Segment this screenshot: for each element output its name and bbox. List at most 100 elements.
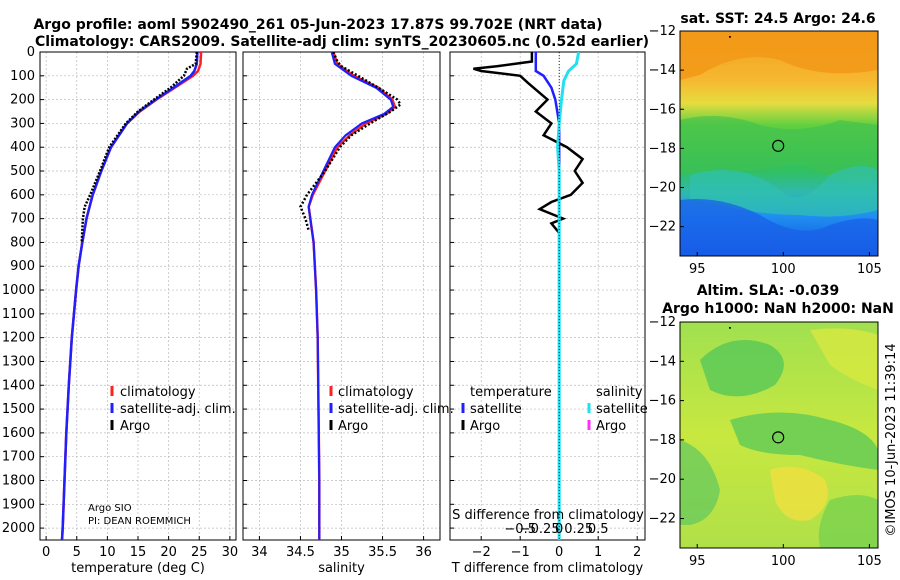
map-x-tick-label: 100: [771, 262, 796, 277]
x-tick-label: 5: [73, 545, 81, 560]
diff-xlabel-top: S difference from climatology: [452, 508, 644, 523]
sla-green-patch-4: [818, 495, 878, 548]
map-y-tick-label: −20: [649, 472, 676, 487]
map-dot-marker: [728, 35, 731, 38]
credit-text: ©IMOS 10-Jun-2023 11:39:14: [884, 343, 899, 536]
sal-legend-label: climatology: [338, 385, 414, 400]
map-frame: [679, 321, 879, 549]
sla-map: Altim. SLA: -0.039 Argo h1000: NaN h2000…: [649, 283, 894, 569]
y-tick-label: 100: [10, 69, 35, 84]
title-line-2: Climatology: CARS2009. Satellite-adj cli…: [35, 34, 649, 50]
y-tick-label: 600: [10, 188, 35, 203]
x-tick-label: 10: [99, 545, 116, 560]
y-tick-label: 200: [10, 93, 35, 108]
x-tick-label: 1: [594, 545, 602, 560]
x-tick-label: 2: [633, 545, 641, 560]
y-tick-label: 1200: [2, 331, 35, 346]
sst-cool-patch: [680, 116, 878, 183]
sst-cyan-patch: [690, 166, 878, 217]
y-tick-label: 0: [27, 45, 35, 60]
sst-map: sat. SST: 24.5 Argo: 24.6 95 100 105 −12 −14…: [649, 11, 882, 277]
x-tick-label: 0: [555, 545, 563, 560]
map-x-tick-label: 100: [771, 554, 796, 569]
temperature-xlabel: temperature (deg C): [71, 561, 205, 576]
x-tick-label: 35.5: [368, 545, 397, 560]
map-y-tick-label: −12: [649, 24, 676, 39]
diff-top-tick-label: −0.25: [520, 522, 560, 537]
diff-series-t-satellite: [534, 52, 561, 540]
x-tick-label: −2: [472, 545, 491, 560]
map-y-tick-label: −22: [649, 512, 676, 527]
sst-map-title: sat. SST: 24.5 Argo: 24.6: [680, 11, 875, 27]
y-tick-label: 1800: [2, 473, 35, 488]
diff-series-s-satellite: [556, 52, 581, 540]
argo-position-marker: [772, 139, 785, 152]
x-tick-label: 15: [130, 545, 147, 560]
diff-legend-sal-label: Argo: [596, 419, 626, 434]
difference-xlabel: T difference from climatology: [451, 561, 644, 576]
map-y-tick-label: −18: [649, 141, 676, 156]
diff-top-tick-label: −0.5: [504, 522, 536, 537]
map-x-tick-label: 95: [689, 262, 706, 277]
diff-legend-sal-label: satellite: [596, 402, 648, 417]
diff-series-t-argo: [473, 52, 585, 234]
x-tick-label: −1: [511, 545, 530, 560]
annotation-line-2: PI: DEAN ROEMMICH: [88, 516, 191, 527]
diff-top-tick-label: 0: [555, 522, 563, 537]
y-tick-label: 1300: [2, 354, 35, 369]
y-tick-label: 1100: [2, 307, 35, 322]
x-tick-label: 20: [160, 545, 177, 560]
salinity-panel: 34 34.5 35 35.5 36 salinity climatology satelli…: [242, 51, 454, 576]
y-tick-label: 1600: [2, 426, 35, 441]
salinity-series: [299, 52, 403, 540]
y-tick-label: 300: [10, 116, 35, 131]
sal-series-satellite-adj-clim-: [307, 52, 395, 540]
x-tick-label: 25: [191, 545, 208, 560]
difference-panel: −2 −1 0 1 2T difference from climatology S di…: [449, 51, 648, 576]
y-tick-label: 1400: [2, 378, 35, 393]
sal-series-climatology: [307, 52, 397, 540]
map-y-tick-label: −16: [649, 102, 676, 117]
temp-series-satellite-adj-clim-: [60, 52, 199, 540]
sla-green-patch-1: [700, 340, 784, 397]
diff-legend-sal-header: salinity: [596, 385, 643, 400]
sal-legend-label: Argo: [338, 419, 368, 434]
sla-green-patch-2: [730, 412, 878, 470]
diff-top-tick-label: 0.25: [564, 522, 593, 537]
sal-legend-label: satellite-adj. clim.: [338, 402, 454, 417]
x-tick-label: 34: [251, 545, 268, 560]
sla-map-axes: 95 100 105 −12 −14 −16 −18 −20 −22: [649, 315, 882, 569]
map-x-tick-label: 105: [857, 262, 882, 277]
map-x-tick-label: 105: [857, 554, 882, 569]
sal-series-argo: [299, 52, 403, 231]
sla-yellow-patch: [770, 466, 828, 521]
sst-warm-patch: [680, 31, 878, 80]
sla-green-patch-3: [680, 440, 720, 525]
title-line-1: Argo profile: aoml 5902490_261 05-Jun-20…: [33, 17, 602, 33]
y-tick-label: 900: [10, 259, 35, 274]
map-y-tick-label: −12: [649, 315, 676, 330]
temp-series-climatology: [60, 52, 203, 540]
argo-position-marker: [772, 431, 785, 444]
map-y-tick-label: −22: [649, 220, 676, 235]
sla-yellow-patch-2: [810, 328, 878, 390]
y-tick-label: 500: [10, 164, 35, 179]
map-y-tick-label: −20: [649, 181, 676, 196]
diff-legend-temp-label: Argo: [470, 419, 500, 434]
x-tick-label: 35: [333, 545, 350, 560]
x-tick-label: 30: [222, 545, 239, 560]
diff-legend-temp-label: satellite: [470, 402, 522, 417]
temp-legend-label: climatology: [120, 385, 196, 400]
x-tick-label: 34.5: [286, 545, 315, 560]
y-tick-label: 1000: [2, 283, 35, 298]
map-frame: [679, 30, 879, 257]
temp-legend-label: satellite-adj. clim.: [120, 402, 236, 417]
difference-frame: [449, 51, 646, 541]
salinity-xlabel: salinity: [318, 561, 365, 576]
map-dot-marker: [728, 326, 731, 329]
temp-series-argo: [80, 52, 199, 243]
temperature-panel: 0 5 10 15 20 25 30 temperature (deg C) 0 100 200 30…: [2, 45, 238, 576]
sst-blue-patch: [680, 199, 878, 256]
